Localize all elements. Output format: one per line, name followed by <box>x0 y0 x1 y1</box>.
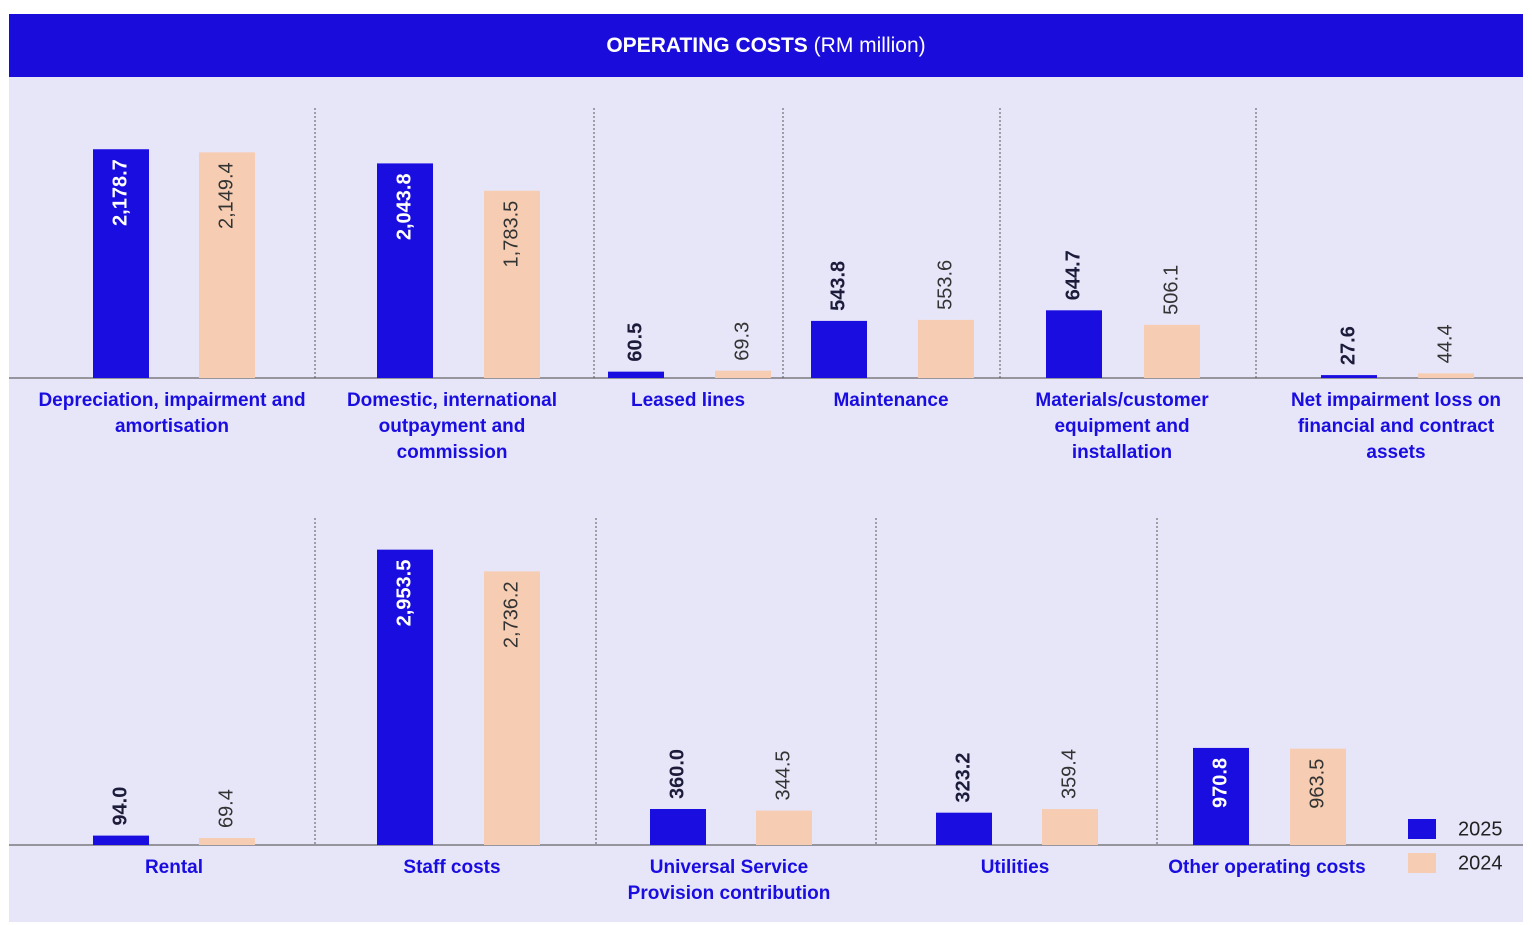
category-label: Leased lines <box>630 390 746 411</box>
title-unit: (RM million) <box>813 34 926 57</box>
bar <box>811 320 867 378</box>
bar <box>650 809 706 845</box>
value-label: 2,953.5 <box>393 560 415 627</box>
bar <box>1321 375 1377 378</box>
bar <box>1046 310 1102 378</box>
value-label: 553.6 <box>934 260 956 310</box>
value-label: 2,043.8 <box>393 173 415 240</box>
bar <box>199 152 255 378</box>
panel <box>9 14 1523 922</box>
bar <box>1290 748 1346 845</box>
bar <box>715 370 771 378</box>
bar <box>377 163 433 378</box>
value-label: 1,783.5 <box>500 201 522 268</box>
bar <box>1418 373 1474 378</box>
value-label: 60.5 <box>624 323 646 362</box>
value-label: 963.5 <box>1306 759 1328 809</box>
value-label: 69.3 <box>731 322 753 361</box>
bar <box>936 812 992 845</box>
value-label: 2,178.7 <box>109 159 131 226</box>
legend-swatch <box>1408 853 1436 873</box>
bar <box>1144 324 1200 378</box>
bar <box>484 571 540 845</box>
value-label: 543.8 <box>827 261 849 311</box>
value-label: 2,736.2 <box>500 581 522 648</box>
value-label: 359.4 <box>1058 749 1080 799</box>
value-label: 970.8 <box>1209 758 1231 808</box>
bar <box>608 371 664 378</box>
title-bold: OPERATING COSTS <box>606 34 808 57</box>
category-label: Depreciation, impairment and amortisatio… <box>38 390 306 437</box>
category-label: Domestic, international outpayment and c… <box>346 390 558 463</box>
category-label: Rental <box>144 857 204 878</box>
category-label: Staff costs <box>403 857 501 878</box>
category-label: Maintenance <box>833 390 949 411</box>
value-label: 644.7 <box>1062 250 1084 300</box>
header: OPERATING COSTS (RM million) <box>9 14 1523 77</box>
legend-label: 2024 <box>1458 852 1503 874</box>
value-label: 323.2 <box>952 753 974 803</box>
category-label: Universal Service Provision contribution <box>627 857 831 904</box>
bar <box>484 190 540 378</box>
bar <box>756 810 812 845</box>
category-label: Other operating costs <box>1168 857 1366 878</box>
category-label: Materials/customer equipment and install… <box>1035 390 1209 463</box>
value-label: 94.0 <box>109 787 131 826</box>
value-label: 506.1 <box>1160 265 1182 315</box>
bar <box>93 149 149 378</box>
bar <box>199 838 255 845</box>
bar <box>918 319 974 378</box>
value-label: 44.4 <box>1434 324 1456 363</box>
value-label: 27.6 <box>1337 326 1359 365</box>
value-label: 344.5 <box>772 750 794 800</box>
value-label: 2,149.4 <box>215 162 237 229</box>
legend-swatch <box>1408 819 1436 839</box>
value-label: 69.4 <box>215 789 237 828</box>
category-label: Net impairment loss on financial and con… <box>1290 390 1502 463</box>
bar <box>377 549 433 845</box>
bar <box>1042 809 1098 845</box>
legend-label: 2025 <box>1458 818 1503 840</box>
bar <box>93 835 149 845</box>
value-label: 360.0 <box>666 749 688 799</box>
category-label: Utilities <box>980 857 1050 878</box>
bar <box>1193 747 1249 845</box>
